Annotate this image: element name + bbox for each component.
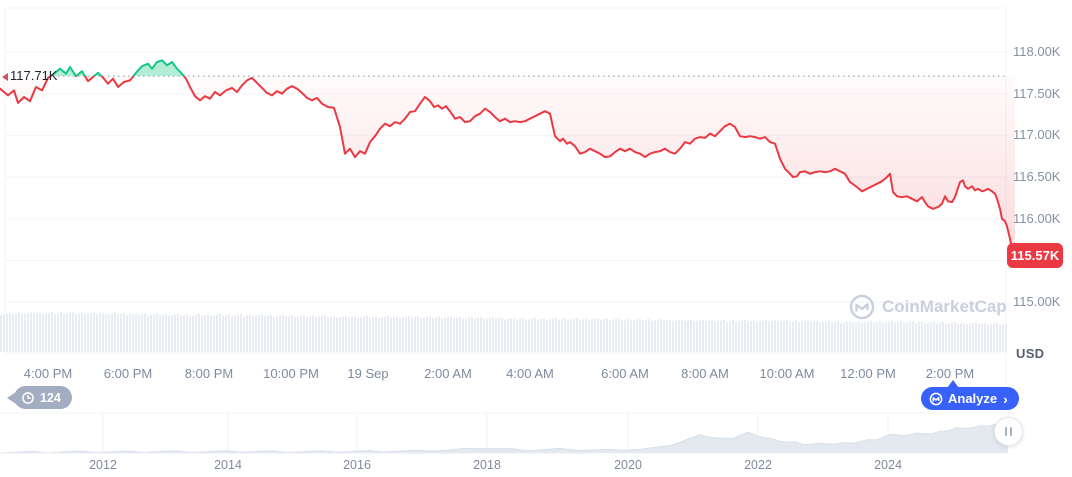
x-axis-tick-label: 6:00 PM — [103, 366, 153, 381]
history-count-value: 124 — [40, 390, 61, 405]
timeline-year-label: 2022 — [744, 458, 772, 472]
timeline-year-label: 2014 — [214, 458, 242, 472]
x-axis-tick-label: 4:00 PM — [23, 366, 73, 381]
handle-grip-bar — [1010, 427, 1012, 436]
history-clock-icon — [22, 391, 34, 404]
analyze-label: Analyze — [948, 391, 998, 406]
x-axis-tick-label: 2:00 AM — [424, 366, 472, 381]
history-count-badge[interactable]: 124 — [14, 386, 72, 409]
x-axis-tick-label: 10:00 PM — [263, 366, 319, 381]
analyze-button[interactable]: Analyze › — [921, 380, 1019, 410]
timeline-drag-handle[interactable] — [994, 417, 1023, 446]
y-axis-tick-label: 115.00K — [1013, 294, 1061, 310]
timeline-year-label: 2020 — [614, 458, 642, 472]
y-axis-tick-label: 116.00K — [1013, 210, 1061, 226]
currency-unit-label: USD — [1016, 346, 1045, 361]
x-axis-tick-label: 8:00 PM — [184, 366, 234, 381]
x-axis-tick-label: 12:00 PM — [840, 366, 896, 381]
y-axis-tick-label: 118.00K — [1013, 44, 1061, 59]
coinmarketcap-logo-icon — [849, 294, 875, 320]
chevron-right-icon: › — [1003, 390, 1008, 407]
watermark: CoinMarketCap — [849, 294, 1007, 320]
x-axis-tick-label: 6:00 AM — [601, 366, 649, 381]
y-axis-tick-label: 117.50K — [1013, 85, 1061, 101]
x-axis-tick-label: 10:00 AM — [759, 366, 815, 381]
x-axis-tick-label: 8:00 AM — [681, 366, 729, 381]
y-axis-tick-label: 117.00K — [1013, 127, 1061, 143]
timeline-year-label: 2012 — [89, 458, 117, 472]
handle-grip-bar — [1005, 427, 1007, 436]
timeline-year-label: 2024 — [874, 458, 902, 472]
watermark-text: CoinMarketCap — [882, 297, 1007, 316]
y-axis-tick-label: 116.50K — [1013, 169, 1061, 185]
timeline-year-label: 2016 — [343, 458, 371, 472]
timeline-minimap-track[interactable] — [0, 413, 1016, 459]
analyze-cmc-icon — [929, 392, 943, 405]
x-axis-tick-label: 4:00 AM — [506, 366, 554, 381]
x-axis-tick-label: 2:00 PM — [925, 366, 975, 381]
last-price-badge: 115.57K — [1007, 243, 1063, 268]
x-axis-tick-label: 19 Sep — [347, 366, 389, 381]
open-price-label: 117.71K — [10, 68, 58, 83]
ref-price-marker-icon — [2, 73, 8, 81]
timeline-year-label: 2018 — [473, 458, 501, 472]
